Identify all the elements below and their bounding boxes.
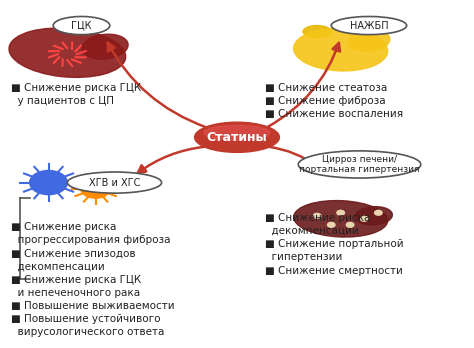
Ellipse shape: [204, 125, 270, 140]
Text: ХГВ и ХГС: ХГВ и ХГС: [89, 177, 140, 188]
Circle shape: [313, 213, 321, 218]
Ellipse shape: [303, 25, 331, 38]
Circle shape: [374, 210, 382, 215]
Text: ■ Снижение риска
  декомпенсации
■ Снижение портальной
  гипертензии
■ Снижение : ■ Снижение риска декомпенсации ■ Снижени…: [265, 213, 404, 276]
Circle shape: [337, 210, 345, 215]
Text: ■ Снижение стеатоза
■ Снижение фиброза
■ Снижение воспаления: ■ Снижение стеатоза ■ Снижение фиброза ■…: [265, 83, 403, 119]
Ellipse shape: [298, 151, 421, 178]
Text: НАЖБП: НАЖБП: [350, 21, 388, 31]
Circle shape: [328, 222, 335, 227]
Circle shape: [81, 179, 110, 198]
Ellipse shape: [82, 34, 128, 59]
Ellipse shape: [67, 172, 162, 193]
Ellipse shape: [195, 122, 279, 152]
Ellipse shape: [9, 28, 126, 77]
Text: Цирроз печени/
портальная гипертензия: Цирроз печени/ портальная гипертензия: [299, 155, 420, 174]
Text: ГЦК: ГЦК: [71, 21, 92, 31]
Ellipse shape: [293, 29, 388, 71]
Circle shape: [30, 171, 67, 195]
Text: ■ Снижение риска
  прогрессирования фиброза
■ Снижение эпизодов
  декомпенсации
: ■ Снижение риска прогрессирования фиброз…: [11, 222, 174, 338]
Ellipse shape: [331, 16, 407, 34]
Ellipse shape: [348, 30, 390, 52]
Text: Статины: Статины: [207, 131, 267, 144]
Text: ■ Снижение риска ГЦК
  у пациентов с ЦП: ■ Снижение риска ГЦК у пациентов с ЦП: [11, 83, 141, 106]
Ellipse shape: [355, 207, 392, 225]
Circle shape: [346, 222, 354, 227]
Ellipse shape: [294, 200, 388, 237]
Ellipse shape: [53, 16, 110, 34]
Circle shape: [360, 216, 368, 221]
